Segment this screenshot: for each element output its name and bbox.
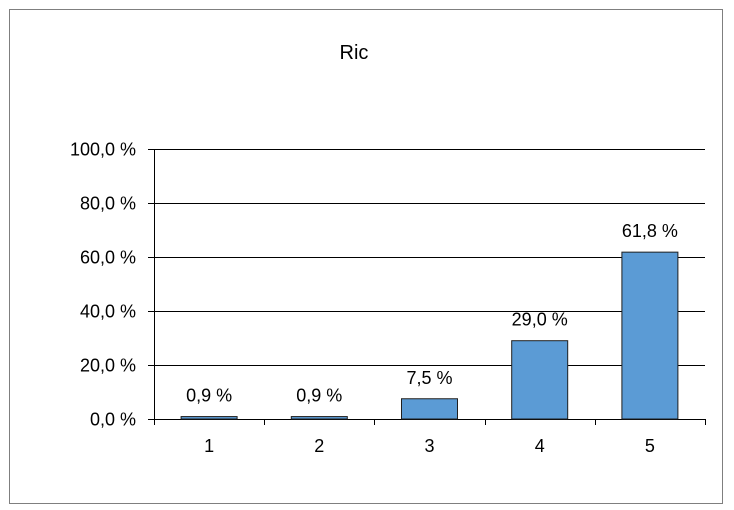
data-label: 61,8 % <box>622 221 678 241</box>
bar <box>180 416 238 420</box>
gridlines <box>154 149 705 366</box>
bar <box>621 251 679 420</box>
x-tick-label: 1 <box>204 436 214 456</box>
y-tick-label: 20,0 % <box>80 356 136 376</box>
y-tick-label: 60,0 % <box>80 248 136 268</box>
chart-frame <box>9 9 723 504</box>
bar <box>401 398 458 420</box>
data-labels: 0,9 % 0,9 % 7,5 % 29,0 % 61,8 % <box>186 221 678 405</box>
x-tick-label: 3 <box>424 436 434 456</box>
data-label: 7,5 % <box>406 368 452 388</box>
y-tick-label: 80,0 % <box>80 194 136 214</box>
y-tick-label: 40,0 % <box>80 302 136 322</box>
bar <box>290 416 348 420</box>
x-tick-label: 5 <box>645 436 655 456</box>
bar <box>511 340 569 420</box>
data-label: 0,9 % <box>296 386 342 406</box>
chart-title: Ric <box>340 42 369 64</box>
y-tick-label: 100,0 % <box>70 140 136 160</box>
axes: 0,0 % 20,0 % 40,0 % 60,0 % 80,0 % 100,0 % 1 2 3 4… <box>70 140 706 456</box>
data-label: 29,0 % <box>512 310 568 330</box>
data-label: 0,9 % <box>186 386 232 406</box>
x-tick-label: 4 <box>535 436 545 456</box>
y-tick-label: 0,0 % <box>90 410 136 430</box>
bars <box>180 251 679 420</box>
x-tick-label: 2 <box>314 436 324 456</box>
